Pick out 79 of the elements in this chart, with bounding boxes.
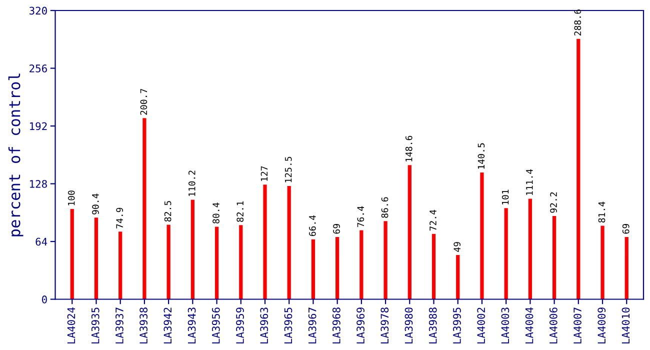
x-tick-label: LA3937 xyxy=(116,308,124,344)
y-tick-label: 192 xyxy=(30,122,47,130)
bar xyxy=(480,172,484,300)
data-label: 49 xyxy=(454,242,461,252)
x-tick-label: LA3988 xyxy=(428,308,437,344)
data-label: 76.4 xyxy=(357,206,364,227)
x-tick-label: LA3935 xyxy=(91,308,100,344)
x-tick-label: LA4004 xyxy=(525,307,534,344)
x-tick-label: LA3963 xyxy=(260,308,268,344)
bar xyxy=(263,184,267,300)
bar xyxy=(408,165,412,300)
bar xyxy=(239,225,243,300)
x-tick-label: LA4009 xyxy=(598,308,606,344)
data-label: 288.6 xyxy=(574,10,582,36)
x-tick-label: LA3938 xyxy=(140,308,148,344)
bar xyxy=(456,255,460,300)
y-tick-label: 0 xyxy=(42,296,47,304)
x-tick-label: LA3959 xyxy=(236,308,244,344)
bar xyxy=(384,221,388,300)
data-label: 82.5 xyxy=(164,201,172,222)
data-label: 127 xyxy=(260,166,268,181)
data-label: 66.4 xyxy=(309,215,316,236)
bar xyxy=(600,226,604,300)
bar xyxy=(624,236,628,300)
x-tick-label: LA3943 xyxy=(188,308,196,344)
data-label: 82.1 xyxy=(236,201,244,222)
data-label: 90.4 xyxy=(92,194,99,214)
y-tick-label: 64 xyxy=(36,238,48,246)
x-tick-label: LA4003 xyxy=(501,308,510,344)
data-label: 69 xyxy=(333,224,340,234)
data-label: 111.4 xyxy=(526,169,533,195)
bar xyxy=(360,230,364,300)
bar xyxy=(336,236,340,300)
y-tick-label: 256 xyxy=(30,64,47,72)
x-tick-label: LA4010 xyxy=(622,308,630,344)
y-axis-title: percent of control xyxy=(8,74,24,236)
data-label: 200.7 xyxy=(140,88,148,115)
data-label: 125.5 xyxy=(284,156,292,182)
y-tick-label: 320 xyxy=(29,6,47,15)
x-tick-label: LA3956 xyxy=(212,308,220,344)
data-label: 100 xyxy=(68,190,75,206)
bar xyxy=(311,239,316,300)
x-tick-label: LA4002 xyxy=(477,308,486,344)
x-tick-label: LA3965 xyxy=(284,308,292,344)
x-tick-label: LA3978 xyxy=(380,308,389,344)
bar xyxy=(576,38,580,300)
data-label: 140.5 xyxy=(478,143,485,169)
bar xyxy=(432,234,436,300)
bar xyxy=(552,216,556,300)
x-tick-label: LA3967 xyxy=(308,308,316,344)
x-tick-label: LA3980 xyxy=(404,308,413,344)
bar xyxy=(287,186,291,300)
x-tick-label: LA3942 xyxy=(164,308,172,344)
data-label: 80.4 xyxy=(212,202,220,224)
bar xyxy=(528,198,532,300)
bar xyxy=(190,200,194,300)
data-label: 81.4 xyxy=(598,202,606,223)
bar xyxy=(504,208,508,300)
data-label: 92.2 xyxy=(550,192,557,213)
data-label: 148.6 xyxy=(405,136,412,162)
x-tick-label: LA3969 xyxy=(356,308,364,344)
bar xyxy=(118,232,122,300)
data-label: 74.9 xyxy=(116,208,123,228)
bar xyxy=(94,218,98,300)
data-label: 101 xyxy=(502,190,509,204)
x-tick-label: LA4006 xyxy=(549,308,558,344)
x-tick-label: LA3995 xyxy=(453,308,461,344)
x-tick-label: LA4007 xyxy=(574,308,582,344)
x-tick-label: LA4024 xyxy=(67,307,76,344)
data-label: 72.4 xyxy=(430,210,436,231)
bar xyxy=(166,224,170,300)
bar xyxy=(70,209,74,300)
data-label: 86.6 xyxy=(381,197,388,218)
x-tick-label: LA3968 xyxy=(332,308,340,344)
bar xyxy=(214,226,219,300)
data-label: 69 xyxy=(622,224,630,234)
data-label: 110.2 xyxy=(188,170,196,196)
bar xyxy=(142,118,146,300)
y-tick-label: 128 xyxy=(30,180,47,188)
